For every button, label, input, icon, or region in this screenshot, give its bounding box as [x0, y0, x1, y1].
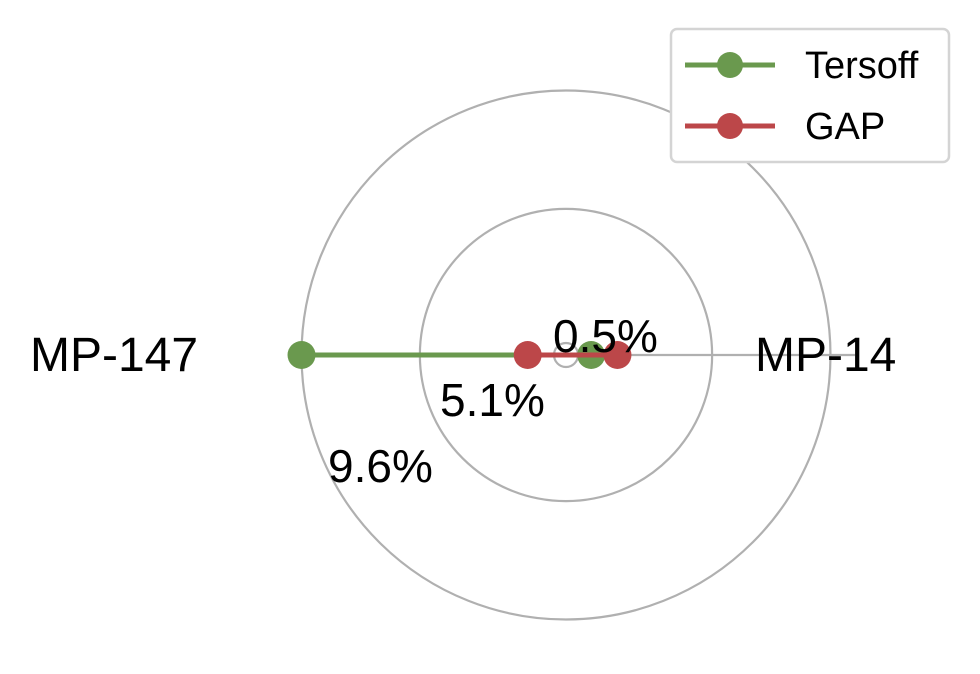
legend-marker-tersoff: [717, 52, 743, 78]
series-layer: [287, 341, 632, 369]
legend-label-gap: GAP: [805, 106, 885, 148]
series-point-gap-mp-14: [603, 341, 632, 369]
radial-tick-label-1: 0.5%: [553, 310, 658, 362]
radial-tick-label-2: 5.1%: [440, 374, 545, 426]
legend-marker-gap: [717, 113, 743, 139]
legend: Tersoff GAP: [669, 27, 951, 164]
labels-layer: MP-14 MP-147 0.5% 5.1% 9.6%: [30, 310, 896, 492]
axis-label-mp-147: MP-147: [30, 329, 198, 382]
series-point-gap-mp-147: [513, 341, 542, 369]
legend-label-tersoff: Tersoff: [805, 45, 919, 87]
series-point-tersoff-mp-147: [287, 341, 316, 369]
radial-tick-label-3: 9.6%: [328, 440, 433, 492]
axis-label-mp-14: MP-14: [755, 329, 896, 382]
